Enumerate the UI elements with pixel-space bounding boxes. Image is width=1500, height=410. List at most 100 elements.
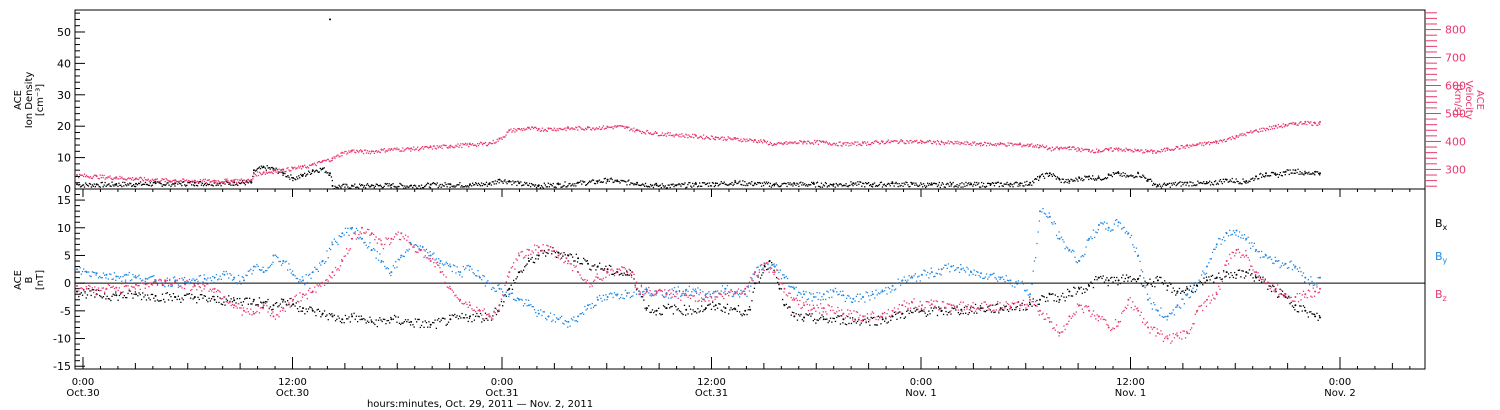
series-density-sample — [1201, 182, 1203, 184]
series-velocity-point — [1078, 148, 1081, 151]
series-density-sample — [349, 187, 351, 189]
series-velocity-sample — [553, 127, 555, 129]
series-density-point — [1097, 177, 1100, 179]
series-bx-sample — [1318, 315, 1321, 317]
x-tick-date-label: Oct.30 — [66, 388, 99, 399]
series-by-sample — [1160, 307, 1162, 309]
series-density-sample — [1302, 173, 1304, 175]
series-bz-sample — [83, 289, 85, 292]
series-density-sample — [421, 187, 424, 189]
series-density-sample — [1241, 183, 1243, 185]
series-velocity-sample — [1135, 149, 1137, 152]
series-by-sample — [1173, 314, 1176, 316]
series-density-sample — [258, 166, 261, 168]
series-bx-sample — [242, 301, 245, 303]
series-by-sample — [1139, 260, 1141, 263]
series-density-sample — [131, 185, 133, 187]
series-bx-sample — [511, 288, 514, 290]
series-bz-point — [1245, 254, 1248, 257]
series-velocity-sample — [1092, 149, 1094, 151]
series-by-sample — [105, 277, 107, 279]
series-by-sample — [233, 278, 235, 281]
series-bx-sample — [682, 313, 684, 316]
series-by-sample — [425, 248, 428, 250]
series-density-sample — [1149, 178, 1151, 181]
series-density-sample — [1191, 185, 1193, 187]
series-density-sample — [1022, 185, 1024, 187]
series-bx-sample — [1117, 284, 1119, 286]
series-velocity-sample — [226, 178, 228, 180]
series-velocity-sample — [630, 128, 632, 130]
series-bz-point — [528, 248, 530, 251]
series-by-sample — [732, 295, 735, 297]
series-velocity-sample — [367, 152, 370, 154]
series-bz-point — [302, 293, 304, 296]
series-velocity-sample — [1091, 150, 1093, 152]
series-by-sample — [217, 279, 219, 281]
series-bx-sample — [212, 295, 214, 298]
series-density-sample — [746, 183, 748, 185]
series-velocity-sample — [97, 177, 99, 180]
series-bx-sample — [828, 320, 830, 322]
series-by-sample — [1074, 256, 1076, 258]
series-density-sample — [685, 187, 687, 189]
series-bx-sample — [400, 323, 402, 326]
series-bz-point — [429, 260, 432, 262]
series-bx-sample — [989, 309, 991, 311]
series-velocity-sample — [434, 147, 436, 149]
series-density-sample — [819, 186, 822, 188]
series-density-sample — [1252, 177, 1254, 179]
series-bz-point — [85, 287, 88, 290]
series-by-sample — [739, 296, 741, 298]
series-velocity-sample — [505, 134, 507, 136]
series-velocity-sample — [465, 142, 467, 144]
series-bx-sample — [957, 312, 959, 314]
series-bx-sample — [1221, 278, 1223, 280]
series-density-sample — [1227, 181, 1229, 183]
series-velocity-sample — [153, 179, 155, 181]
series-by-sample — [1248, 242, 1251, 244]
series-by-sample — [416, 244, 418, 246]
series-density-sample — [904, 183, 906, 186]
series-by-sample — [128, 271, 130, 274]
series-bx-sample — [1145, 282, 1147, 284]
series-by-sample — [1270, 258, 1273, 261]
series-by-sample — [113, 272, 116, 274]
series-density-sample — [304, 172, 306, 174]
series-density-sample — [619, 182, 621, 184]
series-velocity-sample — [316, 162, 319, 164]
series-density-sample — [398, 185, 400, 188]
series-bz-sample — [91, 287, 93, 289]
series-density-sample — [887, 182, 889, 185]
series-velocity-sample — [1102, 150, 1105, 152]
series-velocity-sample — [949, 141, 951, 143]
series-bx-sample — [472, 314, 474, 316]
series-density-sample — [778, 185, 780, 188]
series-by-sample — [938, 268, 940, 270]
series-by-point — [1009, 279, 1012, 282]
series-velocity-sample — [1143, 151, 1145, 153]
series-velocity-sample — [110, 177, 112, 179]
series-bx-sample — [126, 297, 128, 299]
series-velocity-sample — [113, 177, 115, 179]
series-bz-sample — [99, 290, 101, 292]
series-by-sample — [257, 265, 259, 267]
series-bx-sample — [817, 319, 819, 321]
series-velocity-sample — [770, 143, 772, 145]
series-by-sample — [917, 276, 919, 278]
series-velocity-sample — [418, 148, 421, 151]
series-density-sample — [316, 170, 319, 172]
series-by-sample — [1316, 284, 1318, 286]
series-density-sample — [567, 185, 569, 187]
series-bz-point — [1265, 282, 1267, 285]
series-velocity-sample — [871, 141, 874, 144]
series-density-sample — [577, 181, 579, 184]
series-density-sample — [295, 179, 297, 181]
series-bx-sample — [186, 293, 188, 295]
series-velocity-sample — [285, 170, 287, 173]
series-density-sample — [505, 181, 507, 183]
series-density-sample — [625, 181, 627, 183]
series-velocity-sample — [936, 140, 939, 142]
series-bx-point — [1186, 287, 1189, 290]
series-by-sample — [296, 277, 299, 280]
